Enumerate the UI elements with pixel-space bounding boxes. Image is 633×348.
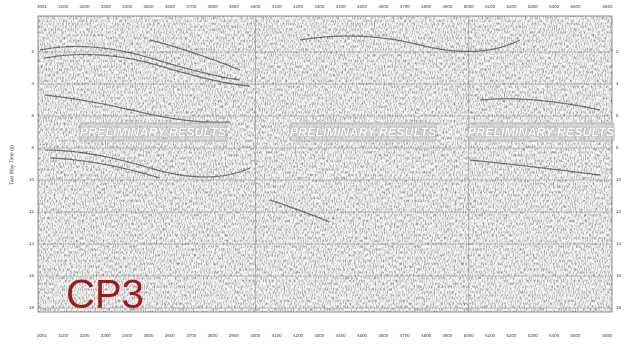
x-tick-label: 3300 [101,4,112,9]
x-tick-label: 4100 [272,333,283,338]
x-tick-label: 4100 [272,4,283,9]
seismic-section: Two Way Time (s) PRELIMINARY RESULTS PRE… [0,0,633,343]
x-tick-label: 3100 [58,4,69,9]
x-tick-label: 5500 [571,333,582,338]
y-tick-label: 10 [616,177,622,182]
x-tick-label: 4400 [336,4,347,9]
y-tick-label: 4 [616,81,619,86]
x-tick-label: 3900 [229,333,240,338]
x-tick-label: 5000 [464,4,475,9]
y-tick-label: 14 [29,241,35,246]
y-tick-label: 10 [29,177,35,182]
y-tick-label: 12 [29,209,35,214]
axis-title: Two Way Time (s) [9,145,15,185]
x-tick-label: 4600 [378,4,389,9]
x-tick-label: 4000 [250,333,261,338]
x-tick-label: 4700 [400,4,411,9]
watermark-text: PRELIMINARY RESULTS [290,125,437,139]
x-tick-label: 3400 [122,4,133,9]
x-tick-label: 5100 [485,333,496,338]
x-tick-label: 5650 [603,333,614,338]
x-tick-label: 3001 [37,333,48,338]
x-tick-label: 3200 [79,4,90,9]
x-tick-label: 4200 [293,4,304,9]
x-tick-label: 5200 [506,333,517,338]
x-tick-label: 4600 [378,333,389,338]
watermark: PRELIMINARY RESULTS [290,123,437,141]
x-tick-label: 4800 [421,4,432,9]
x-tick-label: 4900 [442,333,453,338]
x-tick-label: 5500 [571,4,582,9]
y-tick-label: 16 [29,273,35,278]
x-tick-label: 4900 [442,4,453,9]
y-tick-label: 8 [616,145,619,150]
watermark-text: PRELIMINARY RESULTS [468,125,615,139]
x-tick-label: 5650 [603,4,614,9]
x-tick-label: 3300 [101,333,112,338]
x-tick-label: 5100 [485,4,496,9]
x-tick-label: 4500 [357,333,368,338]
x-tick-label: 3800 [208,4,219,9]
y-tick-label: 4 [31,81,34,86]
y-tick-label: 14 [616,241,622,246]
x-tick-label: 5300 [528,4,539,9]
x-tick-label: 3700 [186,4,197,9]
x-tick-label: 3600 [165,4,176,9]
x-tick-label: 3700 [186,333,197,338]
y-tick-label: 18 [29,305,35,310]
y-tick-label: 6 [31,113,34,118]
y-tick-label: 2 [31,49,34,54]
x-tick-label: 3500 [144,4,155,9]
page: {"axis_title": "Two Way Time (s)", "shot… [0,0,633,343]
x-tick-label: 5400 [549,333,560,338]
x-tick-label: 5200 [506,4,517,9]
x-tick-label: 4300 [314,333,325,338]
x-tick-label: 3900 [229,4,240,9]
watermark: PRELIMINARY RESULTS [80,123,227,141]
x-tick-label: 4700 [400,333,411,338]
seismic-texture [38,16,612,312]
x-tick-label: 4300 [314,4,325,9]
y-tick-label: 6 [616,113,619,118]
x-tick-label: 4000 [250,4,261,9]
x-tick-label: 5300 [528,333,539,338]
y-tick-label: 8 [31,145,34,150]
x-tick-label: 3400 [122,333,133,338]
x-tick-label: 3001 [37,4,48,9]
x-tick-label: 3500 [144,333,155,338]
x-tick-label: 4200 [293,333,304,338]
x-tick-label: 3100 [58,333,69,338]
y-tick-label: 2 [616,49,619,54]
x-tick-label: 3600 [165,333,176,338]
watermark: PRELIMINARY RESULTS [468,123,615,141]
y-tick-label: 12 [616,209,622,214]
y-tick-label: 18 [616,305,622,310]
x-tick-label: 4500 [357,4,368,9]
x-tick-label: 4400 [336,333,347,338]
section-label: CP3 [66,273,144,317]
x-tick-label: 3200 [79,333,90,338]
x-tick-label: 4800 [421,333,432,338]
watermark-text: PRELIMINARY RESULTS [80,125,227,139]
x-tick-label: 3800 [208,333,219,338]
x-tick-label: 5000 [464,333,475,338]
y-tick-label: 16 [616,273,622,278]
x-tick-label: 5400 [549,4,560,9]
